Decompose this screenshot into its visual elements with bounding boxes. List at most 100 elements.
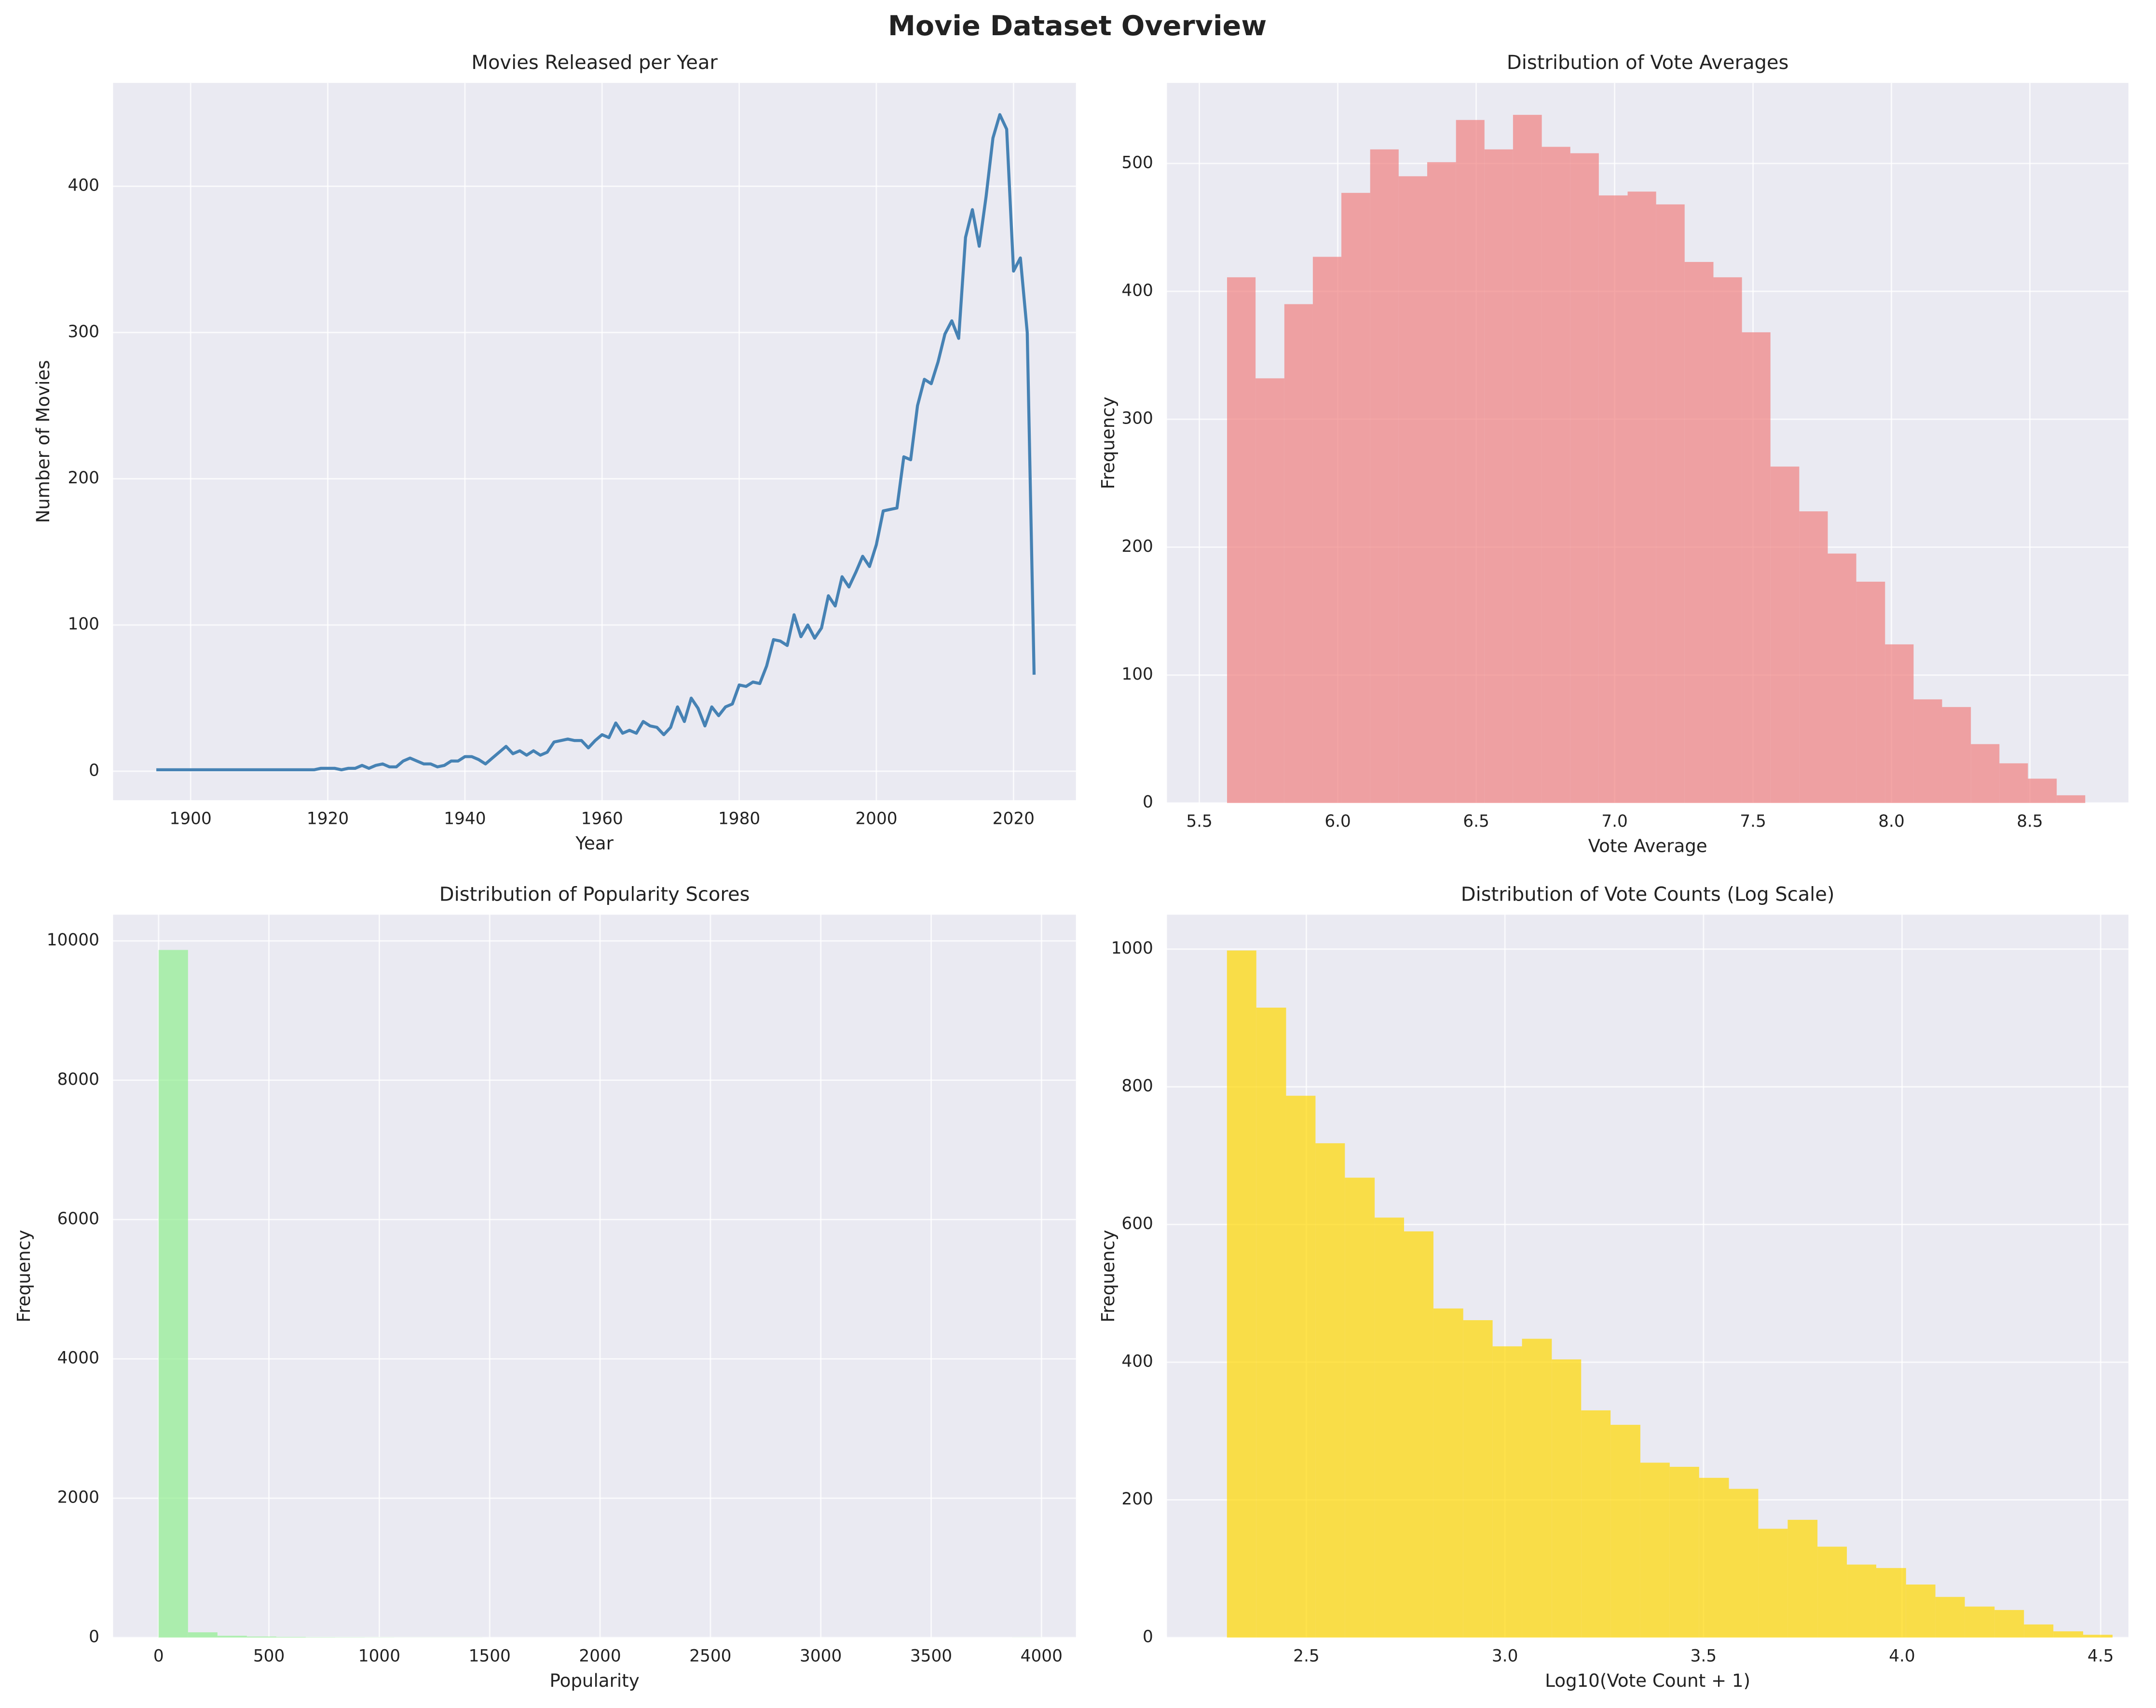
y-tick-label: 300 <box>1121 409 1153 428</box>
x-tick-label: 8.5 <box>2017 812 2043 831</box>
x-axis-label: Popularity <box>550 1670 640 1691</box>
y-tick-label: 2000 <box>57 1488 99 1507</box>
y-tick-label: 500 <box>1121 153 1153 172</box>
x-tick-label: 1980 <box>718 809 760 829</box>
bar <box>1999 763 2028 803</box>
x-tick-label: 4.5 <box>2088 1646 2114 1666</box>
bar <box>2028 779 2057 803</box>
bar <box>1876 1568 1906 1638</box>
subplot-title: Distribution of Popularity Scores <box>439 883 750 905</box>
bar <box>1370 149 1399 803</box>
y-tick-label: 100 <box>68 615 99 634</box>
bar <box>1341 192 1370 803</box>
x-tick-label: 4.0 <box>1889 1646 1915 1666</box>
bar <box>1817 1546 1847 1638</box>
bar <box>188 1632 218 1638</box>
bar <box>1742 332 1771 803</box>
y-axis-label: Frequency <box>13 1230 34 1323</box>
x-tick-label: 0 <box>153 1646 164 1666</box>
x-axis-label: Year <box>575 833 614 854</box>
figure-title: Movie Dataset Overview <box>888 10 1267 42</box>
x-tick-label: 3000 <box>800 1646 842 1666</box>
bar <box>1656 204 1685 803</box>
bar <box>1315 1143 1345 1638</box>
y-tick-label: 0 <box>89 1627 99 1646</box>
subplot-title: Distribution of Vote Counts (Log Scale) <box>1461 883 1835 905</box>
bar <box>1375 1217 1405 1638</box>
bar <box>1610 1424 1640 1638</box>
x-tick-label: 4000 <box>1021 1646 1063 1666</box>
y-tick-label: 8000 <box>57 1070 99 1089</box>
y-tick-label: 200 <box>68 468 99 488</box>
bar <box>1286 1095 1316 1638</box>
y-tick-label: 0 <box>89 761 99 780</box>
bar <box>1699 1477 1729 1638</box>
bar <box>1427 162 1456 803</box>
x-tick-label: 1900 <box>170 809 212 829</box>
bar <box>1312 257 1342 803</box>
x-tick-label: 1960 <box>581 809 623 829</box>
bar <box>1994 1610 2024 1638</box>
x-tick-label: 3500 <box>910 1646 952 1666</box>
bar <box>1227 277 1256 803</box>
y-tick-label: 600 <box>1121 1214 1153 1233</box>
bar <box>1227 950 1256 1638</box>
bar <box>1433 1308 1463 1638</box>
x-tick-label: 1500 <box>469 1646 511 1666</box>
bar <box>1552 1359 1582 1638</box>
bar <box>1522 1339 1552 1638</box>
bar <box>1581 1410 1611 1638</box>
y-axis-label: Number of Movies <box>32 360 54 523</box>
x-tick-label: 2000 <box>579 1646 621 1666</box>
bar <box>1971 744 2000 803</box>
x-tick-label: 8.0 <box>1878 812 1905 831</box>
x-tick-label: 2.5 <box>1293 1646 1320 1666</box>
bar <box>1570 153 1599 803</box>
x-tick-label: 5.5 <box>1186 812 1213 831</box>
y-tick-label: 10000 <box>47 930 99 950</box>
plot-area <box>113 82 1076 800</box>
bar <box>1828 553 1856 803</box>
bar <box>1942 707 1971 803</box>
bar <box>1885 644 1914 803</box>
y-tick-label: 4000 <box>57 1349 99 1368</box>
x-tick-label: 500 <box>253 1646 285 1666</box>
bar <box>1256 1008 1286 1638</box>
bar <box>1788 1519 1818 1638</box>
y-tick-label: 300 <box>68 322 99 342</box>
bar <box>305 1637 335 1638</box>
y-tick-label: 1000 <box>1111 939 1153 958</box>
x-tick-label: 6.5 <box>1463 812 1489 831</box>
bar <box>276 1637 306 1638</box>
y-tick-label: 400 <box>1121 1352 1153 1371</box>
bar <box>1492 1346 1522 1638</box>
subplot-title: Distribution of Vote Averages <box>1507 52 1788 74</box>
x-tick-label: 6.0 <box>1324 812 1351 831</box>
bar <box>1913 699 1942 803</box>
x-tick-label: 1940 <box>444 809 486 829</box>
bar <box>1669 1466 1699 1638</box>
bar <box>1770 466 1800 803</box>
subplot-title: Movies Released per Year <box>471 52 718 74</box>
y-axis-label: Frequency <box>1097 396 1119 489</box>
bar <box>1847 1564 1876 1638</box>
y-tick-label: 400 <box>68 176 99 195</box>
bar <box>1856 581 1885 803</box>
bar <box>1965 1606 1995 1638</box>
y-tick-label: 100 <box>1121 665 1153 684</box>
bar <box>1398 176 1427 803</box>
y-tick-label: 200 <box>1121 537 1153 556</box>
x-tick-label: 3.5 <box>1691 1646 1717 1666</box>
bar <box>1640 1462 1670 1638</box>
bar <box>1598 195 1628 803</box>
bar <box>246 1636 276 1638</box>
bar <box>1284 304 1313 803</box>
bar <box>1542 147 1570 803</box>
bar <box>1627 191 1656 803</box>
x-axis-label: Vote Average <box>1588 835 1707 857</box>
bar <box>217 1636 247 1638</box>
x-tick-label: 2020 <box>993 809 1035 829</box>
x-tick-label: 3.0 <box>1492 1646 1518 1666</box>
bar <box>2053 1631 2083 1638</box>
